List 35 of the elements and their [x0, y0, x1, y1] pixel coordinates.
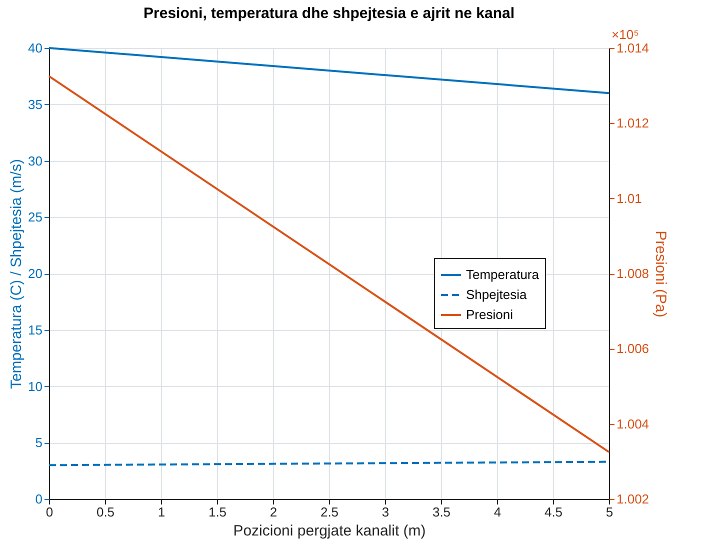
chart-title: Presioni, temperatura dhe shpejtesia e ajrit ne kanal [144, 5, 514, 22]
x-tick-label: 0 [46, 504, 54, 520]
y-tick-label: 20 [28, 266, 42, 281]
y-tick-label: 40 [28, 40, 42, 56]
y-tick-label: 10 [28, 378, 42, 394]
x-tick-label: 2.5 [320, 504, 339, 520]
x-tick-label: 2 [270, 504, 278, 520]
y-tick-label: 15 [28, 322, 42, 338]
y2-tick-label: 1.004 [616, 416, 650, 432]
text: ×10⁵ [612, 27, 639, 42]
legend-label: Shpejtesia [466, 287, 528, 302]
y2-tick-label: 1.014 [616, 40, 650, 56]
x-tick-label: 1.5 [208, 504, 227, 520]
y2-axis-title: Presioni (Pa) [652, 230, 670, 318]
y2-tick-label: 1.01 [616, 190, 642, 206]
y-tick-label: 30 [28, 153, 42, 168]
y-tick-label: 5 [35, 435, 42, 450]
y2-tick-label: 1.002 [616, 492, 650, 506]
y-axis-title: Temperatura (C) / Shpejtesia (m/s) [8, 158, 26, 390]
x-tick-label: 4.5 [544, 504, 563, 520]
legend-label: Temperatura [466, 267, 540, 282]
x-tick-label: 3 [382, 504, 390, 520]
x-tick-label: 1 [158, 504, 166, 520]
x-tick-label: 0.5 [96, 504, 115, 520]
y-tick-label: 35 [28, 96, 42, 112]
y-tick-label: 25 [28, 210, 42, 225]
y-tick-label: 0 [35, 492, 42, 506]
y2-tick-label: 1.012 [616, 116, 650, 131]
y2-tick-label: 1.008 [616, 266, 650, 281]
x-tick-label: 5 [606, 504, 614, 520]
x-axis-title: Pozicioni pergjate kanalit (m) [233, 522, 426, 540]
x-tick-label: 3.5 [432, 504, 451, 520]
y2-tick-label: 1.006 [616, 341, 650, 356]
legend-label: Presioni [466, 307, 514, 322]
x-tick-label: 4 [494, 504, 502, 520]
